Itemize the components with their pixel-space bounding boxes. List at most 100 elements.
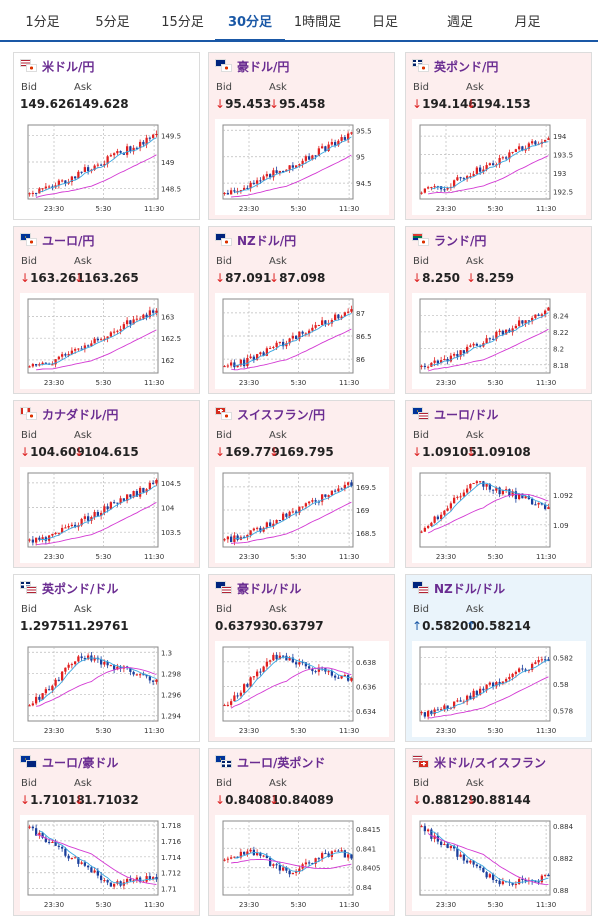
candle-body — [99, 875, 103, 881]
pair-name[interactable]: NZドル/ドル — [434, 581, 506, 596]
candle-body — [291, 872, 295, 875]
ask-label: Ask — [466, 82, 484, 93]
candle-body — [236, 695, 239, 697]
tab-7[interactable]: 月足 — [514, 15, 541, 30]
rate-card[interactable]: スイスフラン/円 Bid Ask ↓169.779 ↓169.795 169.5… — [208, 400, 395, 568]
candle-body — [485, 684, 488, 691]
eu-flag-icon — [215, 755, 226, 763]
rate-card[interactable]: 英ポンド/ドル Bid Ask 1.29751 1.29761 1.3 1.298… — [13, 574, 200, 742]
tab-2[interactable]: 15分足 — [161, 15, 204, 30]
candle-body — [452, 354, 456, 356]
tab-0[interactable]: 1分足 — [25, 15, 60, 30]
rate-card[interactable]: 英ポンド/円 Bid Ask ↓194.146 ↓194.153 194 193.… — [405, 52, 592, 220]
y-tick-label: 8.24 — [553, 312, 569, 320]
ch-flag-icon — [418, 760, 429, 768]
pair-name[interactable]: ユーロ/円 — [42, 233, 95, 248]
pair-name[interactable]: 米ドル/円 — [42, 59, 95, 74]
candlestick-chart[interactable]: 104.5 104 103.5 23:30 5:30 11:30 — [20, 467, 194, 563]
rate-card[interactable]: NZドル/ドル Bid Ask ↑0.58200 ↑0.58214 0.582 0… — [405, 574, 592, 742]
candle-body — [340, 675, 343, 679]
candle-body — [488, 163, 492, 166]
pair-name[interactable]: 米ドル/スイスフラン — [434, 755, 547, 770]
candle-body — [317, 667, 321, 672]
candle-body — [129, 879, 132, 881]
candlestick-chart[interactable]: 169.5 169 168.5 23:30 5:30 11:30 — [215, 467, 389, 563]
pair-name[interactable]: カナダドル/円 — [42, 407, 119, 422]
pair-name[interactable]: ユーロ/豪ドル — [42, 755, 119, 770]
candle-body — [530, 498, 534, 505]
y-tick-label: 0.882 — [553, 855, 573, 863]
candle-body — [138, 487, 142, 497]
candlestick-chart[interactable]: 0.582 0.58 0.578 23:30 5:30 11:30 — [412, 641, 586, 737]
candlestick-chart[interactable]: 8.24 8.22 8.2 8.18 23:30 5:30 11:30 — [412, 293, 586, 389]
rate-card[interactable]: ランド/円 Bid Ask ↓8.250 ↓8.259 8.24 8.22 8.2 8… — [405, 226, 592, 394]
candlestick-chart[interactable]: 0.8415 0.841 0.8405 0.84 23:30 5:30 11:30 — [215, 815, 389, 911]
x-tick-label: 23:30 — [239, 901, 259, 909]
rate-card[interactable]: ユーロ/英ポンド Bid Ask ↓0.84081 ↓0.84089 0.841… — [208, 748, 395, 916]
bid-value: ↓0.88129 — [412, 793, 477, 807]
candle-body — [514, 325, 518, 329]
ma-fast-line — [39, 137, 157, 193]
pair-header: 米ドル/スイスフラン — [412, 754, 546, 770]
candle-body — [294, 871, 298, 873]
pair-name[interactable]: 豪ドル/ドル — [237, 581, 302, 596]
candle-body — [233, 695, 236, 702]
candle-body — [275, 519, 278, 524]
au-flag-icon — [26, 760, 37, 768]
rate-card[interactable]: ユーロ/ドル Bid Ask ↓1.09105 ↓1.09108 1.092 1.… — [405, 400, 592, 568]
candle-body — [83, 658, 87, 660]
candle-body — [304, 333, 308, 335]
candlestick-chart[interactable]: 163 162.5 162 23:30 5:30 11:30 — [20, 293, 194, 389]
tab-4[interactable]: 1時間足 — [293, 15, 342, 30]
rate-card[interactable]: カナダドル/円 Bid Ask ↓104.609 ↓104.615 104.5 1… — [13, 400, 200, 568]
bid-label: Bid — [216, 778, 232, 789]
candlestick-chart[interactable]: 194 193.5 193 192.5 23:30 5:30 11:30 — [412, 119, 586, 215]
candlestick-chart[interactable]: 1.092 1.09 23:30 5:30 11:30 — [412, 467, 586, 563]
y-tick-label: 95.5 — [356, 127, 372, 135]
y-tick-label: 1.092 — [553, 492, 573, 500]
pair-name[interactable]: 英ポンド/ドル — [42, 581, 119, 596]
ma-slow-line — [36, 502, 157, 545]
rate-card[interactable]: 豪ドル/円 Bid Ask ↓95.453 ↓95.458 95.5 95 94.5… — [208, 52, 395, 220]
candle-body — [148, 137, 152, 139]
candle-body — [259, 352, 262, 355]
pair-name[interactable]: ユーロ/ドル — [434, 407, 499, 422]
candle-body — [350, 482, 353, 486]
candlestick-chart[interactable]: 95.5 95 94.5 23:30 5:30 11:30 — [215, 119, 389, 215]
rate-card[interactable]: 米ドル/スイスフラン Bid Ask ↓0.88129 ↓0.88144 0.8… — [405, 748, 592, 916]
candlestick-chart[interactable]: 0.884 0.882 0.88 23:30 5:30 11:30 — [412, 815, 586, 911]
x-tick-label: 11:30 — [536, 901, 556, 909]
candle-body — [462, 350, 466, 354]
pair-name[interactable]: スイスフラン/円 — [237, 407, 326, 422]
tab-3[interactable]: 30分足 — [215, 0, 285, 42]
candle-body — [103, 506, 106, 513]
pair-name[interactable]: ランド/円 — [434, 233, 487, 248]
pair-name[interactable]: 英ポンド/円 — [434, 59, 499, 74]
tab-5[interactable]: 日足 — [371, 15, 398, 30]
bid-value: ↓104.609 — [20, 445, 85, 459]
candlestick-chart[interactable]: 1.3 1.298 1.296 1.294 23:30 5:30 11:30 — [20, 641, 194, 737]
rate-card[interactable]: ユーロ/豪ドル Bid Ask ↓1.71018 ↓1.71032 1.718 1… — [13, 748, 200, 916]
candle-body — [517, 668, 521, 672]
pair-name[interactable]: 豪ドル/円 — [237, 59, 290, 74]
rate-card[interactable]: 豪ドル/ドル Bid Ask 0.63793 0.63797 0.638 0.63… — [208, 574, 395, 742]
rate-card[interactable]: NZドル/円 Bid Ask ↓87.091 ↓87.098 87 86.5 86 2… — [208, 226, 395, 394]
x-tick-label: 11:30 — [339, 553, 359, 561]
candlestick-chart[interactable]: 1.718 1.716 1.714 1.712 1.71 23:30 5:30 11:30 — [20, 815, 194, 911]
rate-card[interactable]: ユーロ/円 Bid Ask ↓163.261 ↓163.265 163 162.5… — [13, 226, 200, 394]
candle-body — [547, 507, 550, 509]
candle-body — [151, 680, 155, 682]
tab-1[interactable]: 5分足 — [95, 15, 130, 30]
ma-fast-line — [234, 485, 352, 540]
candle-body — [311, 668, 314, 672]
candlestick-chart[interactable]: 149.5 149 148.5 23:30 5:30 11:30 — [20, 119, 194, 215]
tab-6[interactable]: 週足 — [446, 15, 473, 30]
candlestick-chart[interactable]: 87 86.5 86 23:30 5:30 11:30 — [215, 293, 389, 389]
rate-card[interactable]: 米ドル/円 Bid Ask 149.626 149.628 149.5 149 14… — [13, 52, 200, 220]
ask-value: ↓95.458 — [269, 97, 326, 111]
pair-name[interactable]: ユーロ/英ポンド — [237, 755, 326, 770]
pair-name[interactable]: NZドル/円 — [237, 233, 297, 248]
candle-body — [430, 829, 433, 839]
candlestick-chart[interactable]: 0.638 0.636 0.634 23:30 5:30 11:30 — [215, 641, 389, 737]
chart-svg: 149.5 149 148.5 23:30 5:30 11:30 — [27, 124, 181, 213]
